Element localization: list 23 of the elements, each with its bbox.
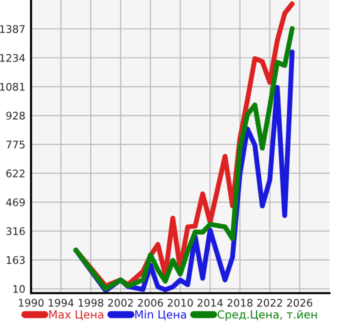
y-tick-label: 928 [6,112,25,120]
legend-label: Сред.Цена, т.йен [218,310,317,321]
x-tick-label: 2022 [257,298,282,307]
x-tick-label: 2026 [287,298,312,307]
y-tick-label: 1387 [0,25,25,33]
x-tick-label: 2010 [168,298,193,307]
x-tick-label: 2014 [198,298,223,307]
x-tick-label: 1990 [18,298,44,307]
y-tick-label: 775 [6,140,25,148]
y-tick-label: 1234 [0,54,25,62]
y-tick-label: 10 [13,285,25,293]
x-tick-label: 2018 [227,298,252,307]
x-tick-label: 2002 [108,298,133,307]
x-tick-label: 2006 [138,298,164,307]
y-tick-label: 163 [6,256,25,264]
y-tick-label: 469 [6,198,25,206]
y-tick-label: 316 [6,227,25,236]
legend-label: Min Цена [135,310,186,320]
x-tick-label: 1998 [78,298,104,307]
y-tick-label: 1081 [0,82,25,91]
y-tick-label: 622 [6,169,24,178]
x-tick-label: 1994 [48,298,74,307]
legend-label: Max Цена [49,310,104,320]
